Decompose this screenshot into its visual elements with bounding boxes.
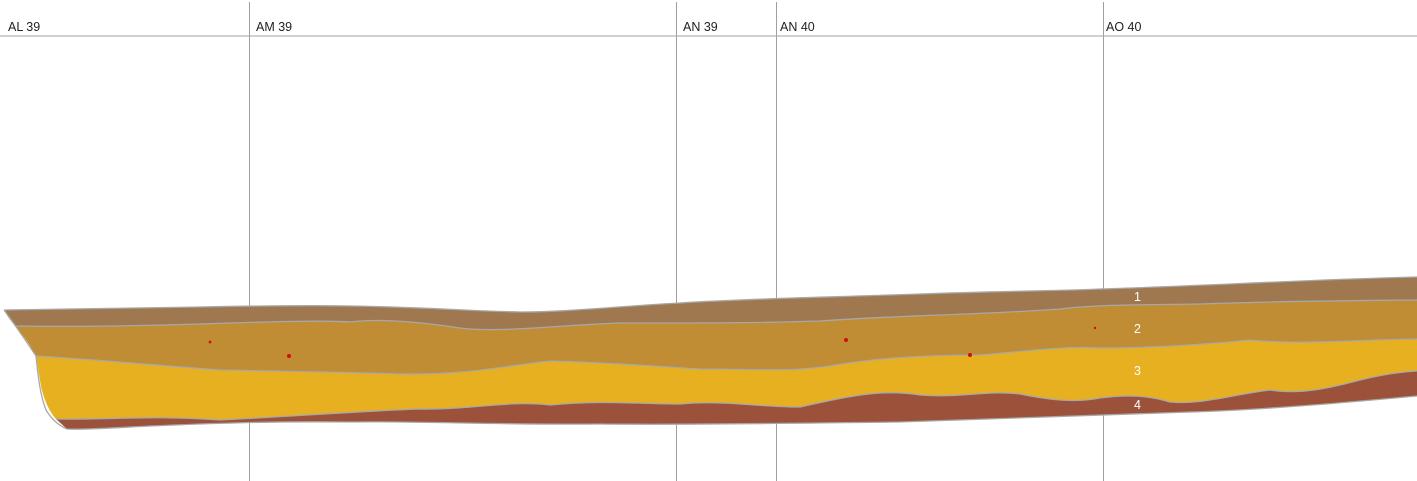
layer-4-shape (56, 371, 1417, 430)
grid-labels: AL 39 AM 39 AN 39 AN 40 AO 40 (8, 20, 1141, 34)
finds (208, 326, 1097, 358)
grid-label-ao40: AO 40 (1106, 20, 1141, 34)
grid-label-an40: AN 40 (780, 20, 815, 34)
layer-2-shape (15, 300, 1417, 375)
find-marker (287, 354, 291, 358)
find-marker (844, 338, 848, 342)
layer-label-1: 1 (1134, 290, 1141, 304)
grid-label-am39: AM 39 (256, 20, 292, 34)
layer-boundaries (3, 276, 1417, 430)
boundary-2-3 (35, 338, 1417, 375)
boundary-surface (3, 276, 1417, 313)
find-marker (208, 340, 212, 344)
layer-labels: 1 2 3 4 (1134, 290, 1141, 412)
layers (4, 277, 1417, 430)
find-marker (968, 353, 972, 357)
boundary-left-edge (3, 309, 68, 430)
grid-label-al39: AL 39 (8, 20, 40, 34)
boundary-1-2 (14, 299, 1417, 331)
boundary-base (66, 395, 1417, 430)
find-marker (1093, 326, 1097, 330)
layer-label-2: 2 (1134, 322, 1141, 336)
layer-3-shape (36, 339, 1417, 420)
layer-label-4: 4 (1134, 398, 1141, 412)
layer-1-shape (4, 277, 1417, 330)
grid-label-an39: AN 39 (683, 20, 718, 34)
layer-label-3: 3 (1134, 364, 1141, 378)
boundary-3-4 (55, 370, 1417, 421)
